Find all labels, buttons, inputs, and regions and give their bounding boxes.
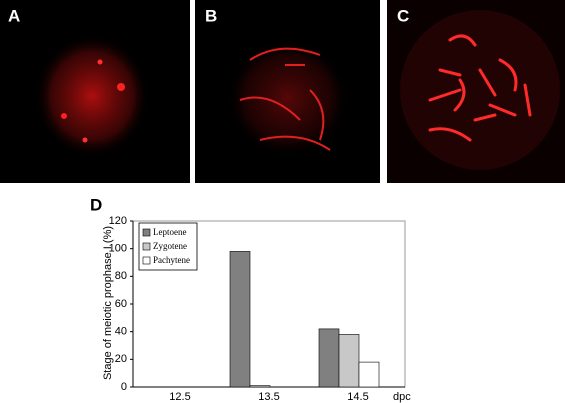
x-tick-label: 13.5	[258, 391, 279, 403]
x-axis-label: dpc	[393, 391, 411, 403]
panel-b: B	[195, 0, 380, 183]
panel-label: D	[90, 195, 102, 214]
y-tick-label: 100	[109, 243, 127, 255]
legend-swatch	[142, 242, 151, 251]
y-tick-label: 120	[109, 215, 127, 227]
legend-label: Zygotene	[153, 241, 187, 251]
panel-label: A	[8, 6, 20, 25]
y-axis-label: Stage of meiotic prophase I (%)	[102, 226, 114, 380]
bar	[229, 251, 251, 388]
y-tick-label: 20	[115, 353, 127, 365]
legend-label: Leptoene	[153, 227, 186, 237]
panel-c: C	[387, 0, 565, 183]
y-tick-label: 80	[115, 270, 127, 282]
x-tick-label: 12.5	[169, 391, 190, 403]
panel-a: A	[0, 0, 190, 183]
x-tick-label: 14.5	[347, 391, 368, 403]
panel-label: B	[205, 6, 217, 25]
bar	[249, 385, 271, 388]
bar	[318, 328, 340, 388]
bar	[358, 361, 380, 388]
panel-label: C	[397, 6, 409, 25]
y-tick-label: 40	[115, 326, 127, 338]
y-tick-label: 60	[115, 298, 127, 310]
legend-swatch	[142, 256, 151, 265]
bar	[338, 334, 360, 388]
y-tick-label: 0	[121, 381, 127, 393]
legend-swatch	[142, 228, 151, 237]
legend-label: Pachytene	[153, 255, 190, 265]
